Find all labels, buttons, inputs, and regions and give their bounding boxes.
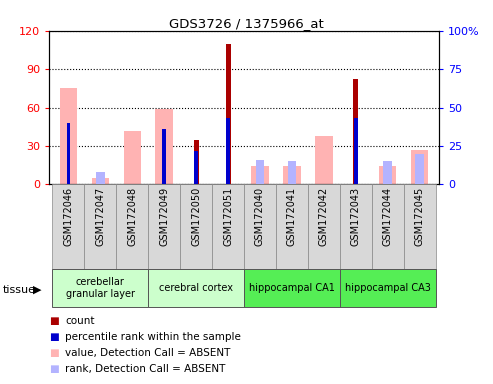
- Text: GSM172044: GSM172044: [383, 187, 393, 246]
- Text: GSM172041: GSM172041: [287, 187, 297, 246]
- Text: ■: ■: [49, 316, 59, 326]
- Text: tissue: tissue: [2, 285, 35, 295]
- Bar: [52, 269, 148, 307]
- Bar: [180, 184, 212, 269]
- Text: GSM172042: GSM172042: [319, 187, 329, 246]
- Bar: [340, 269, 436, 307]
- Bar: [212, 184, 244, 269]
- Bar: [155, 109, 173, 184]
- Text: GSM172046: GSM172046: [64, 187, 73, 246]
- Text: GDS3726 / 1375966_at: GDS3726 / 1375966_at: [169, 17, 324, 30]
- Bar: [411, 150, 428, 184]
- Bar: [383, 161, 392, 184]
- Bar: [226, 43, 231, 184]
- Bar: [162, 129, 166, 184]
- Bar: [116, 184, 148, 269]
- Bar: [194, 139, 199, 184]
- Text: rank, Detection Call = ABSENT: rank, Detection Call = ABSENT: [65, 364, 225, 374]
- Bar: [148, 184, 180, 269]
- Text: GSM172048: GSM172048: [127, 187, 138, 246]
- Bar: [148, 269, 244, 307]
- Bar: [92, 178, 109, 184]
- Text: GSM172045: GSM172045: [415, 187, 424, 246]
- Text: GSM172040: GSM172040: [255, 187, 265, 246]
- Bar: [404, 184, 436, 269]
- Bar: [226, 118, 230, 184]
- Bar: [287, 161, 296, 184]
- Bar: [379, 166, 396, 184]
- Bar: [276, 184, 308, 269]
- Text: GSM172049: GSM172049: [159, 187, 169, 246]
- Text: GSM172050: GSM172050: [191, 187, 201, 246]
- Bar: [244, 184, 276, 269]
- Bar: [96, 172, 105, 184]
- Text: cerebral cortex: cerebral cortex: [159, 283, 233, 293]
- Text: ■: ■: [49, 332, 59, 342]
- Bar: [372, 184, 404, 269]
- Bar: [52, 184, 84, 269]
- Bar: [251, 166, 269, 184]
- Bar: [194, 151, 198, 184]
- Bar: [353, 79, 358, 184]
- Bar: [84, 184, 116, 269]
- Bar: [354, 118, 358, 184]
- Bar: [283, 166, 301, 184]
- Text: hippocampal CA1: hippocampal CA1: [249, 283, 335, 293]
- Bar: [255, 160, 264, 184]
- Bar: [60, 88, 77, 184]
- Text: value, Detection Call = ABSENT: value, Detection Call = ABSENT: [65, 348, 230, 358]
- Text: GSM172043: GSM172043: [351, 187, 361, 246]
- Bar: [415, 154, 424, 184]
- Text: GSM172047: GSM172047: [95, 187, 106, 246]
- Text: GSM172051: GSM172051: [223, 187, 233, 246]
- Bar: [67, 123, 70, 184]
- Bar: [244, 269, 340, 307]
- Text: cerebellar
granular layer: cerebellar granular layer: [66, 277, 135, 299]
- Bar: [308, 184, 340, 269]
- Text: ■: ■: [49, 364, 59, 374]
- Bar: [340, 184, 372, 269]
- Text: count: count: [65, 316, 95, 326]
- Bar: [315, 136, 333, 184]
- Text: ■: ■: [49, 348, 59, 358]
- Bar: [124, 131, 141, 184]
- Text: hippocampal CA3: hippocampal CA3: [345, 283, 430, 293]
- Text: percentile rank within the sample: percentile rank within the sample: [65, 332, 241, 342]
- Text: ▶: ▶: [33, 285, 41, 295]
